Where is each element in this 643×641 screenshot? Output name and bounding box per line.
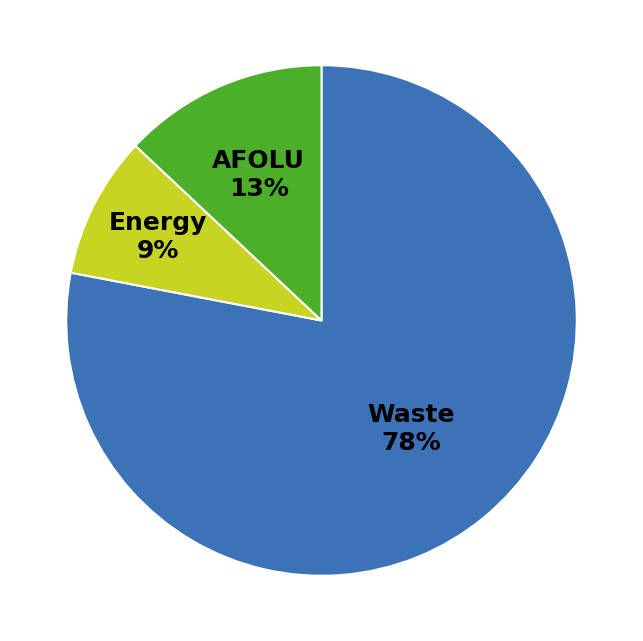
Text: Waste
78%: Waste 78% [367, 403, 455, 454]
Text: AFOLU
13%: AFOLU 13% [212, 149, 305, 201]
Wedge shape [136, 65, 322, 320]
Text: Energy
9%: Energy 9% [109, 211, 207, 263]
Wedge shape [71, 146, 322, 320]
Wedge shape [66, 65, 577, 576]
